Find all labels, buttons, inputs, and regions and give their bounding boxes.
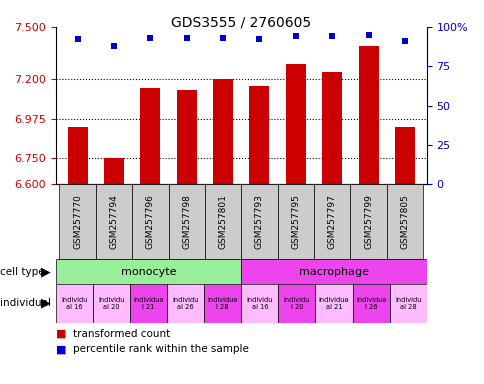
Bar xyxy=(249,86,269,184)
Bar xyxy=(241,284,278,323)
Point xyxy=(364,31,372,38)
Text: GSM257799: GSM257799 xyxy=(363,194,372,249)
Bar xyxy=(132,184,168,259)
Text: GSM257797: GSM257797 xyxy=(327,194,336,249)
Bar xyxy=(321,72,342,184)
Text: transformed count: transformed count xyxy=(73,329,170,339)
Bar xyxy=(130,284,166,323)
Bar xyxy=(95,184,132,259)
Text: individual: individual xyxy=(0,298,51,308)
Point xyxy=(255,36,263,43)
Text: GDS3555 / 2760605: GDS3555 / 2760605 xyxy=(171,15,311,29)
Bar xyxy=(386,184,422,259)
Text: individu
al 20: individu al 20 xyxy=(98,297,124,310)
Bar xyxy=(204,184,241,259)
Bar xyxy=(168,184,204,259)
Bar xyxy=(241,184,277,259)
Text: cell type: cell type xyxy=(0,266,45,277)
Point xyxy=(291,33,299,40)
Text: GSM257796: GSM257796 xyxy=(146,194,154,249)
Text: individua
l 26: individua l 26 xyxy=(355,297,386,310)
Text: individu
al 28: individu al 28 xyxy=(394,297,421,310)
Text: GSM257794: GSM257794 xyxy=(109,194,118,249)
Bar xyxy=(314,184,349,259)
Bar xyxy=(389,284,426,323)
Bar xyxy=(352,284,389,323)
Text: percentile rank within the sample: percentile rank within the sample xyxy=(73,344,248,354)
Bar xyxy=(104,158,124,184)
Bar xyxy=(56,284,93,323)
Text: macrophage: macrophage xyxy=(299,266,368,277)
Bar xyxy=(277,184,314,259)
Point xyxy=(219,35,227,41)
Text: GSM257770: GSM257770 xyxy=(73,194,82,249)
Bar xyxy=(241,259,426,284)
Bar xyxy=(204,284,241,323)
Bar xyxy=(394,127,414,184)
Text: GSM257795: GSM257795 xyxy=(291,194,300,249)
Text: GSM257793: GSM257793 xyxy=(255,194,263,249)
Bar xyxy=(285,64,305,184)
Point xyxy=(110,43,118,49)
Text: ▶: ▶ xyxy=(41,297,51,310)
Point xyxy=(182,35,190,41)
Bar xyxy=(166,284,204,323)
Bar xyxy=(176,90,197,184)
Bar xyxy=(278,284,315,323)
Text: individua
l 21: individua l 21 xyxy=(133,297,164,310)
Text: ■: ■ xyxy=(56,344,66,354)
Text: GSM257805: GSM257805 xyxy=(400,194,408,249)
Text: individu
al 16: individu al 16 xyxy=(246,297,272,310)
Text: GSM257801: GSM257801 xyxy=(218,194,227,249)
Bar xyxy=(212,79,233,184)
Text: individua
l 28: individua l 28 xyxy=(207,297,238,310)
Bar xyxy=(56,259,241,284)
Bar xyxy=(349,184,386,259)
Point xyxy=(74,36,81,43)
Text: ▶: ▶ xyxy=(41,265,51,278)
Point xyxy=(328,33,335,40)
Point xyxy=(400,38,408,44)
Bar xyxy=(315,284,352,323)
Bar xyxy=(59,184,95,259)
Text: individu
l 20: individu l 20 xyxy=(283,297,309,310)
Point xyxy=(146,35,154,41)
Bar xyxy=(67,127,88,184)
Text: individu
al 26: individu al 26 xyxy=(172,297,198,310)
Text: monocyte: monocyte xyxy=(121,266,176,277)
Bar xyxy=(140,88,160,184)
Text: ■: ■ xyxy=(56,329,66,339)
Text: individua
al 21: individua al 21 xyxy=(318,297,348,310)
Text: GSM257798: GSM257798 xyxy=(182,194,191,249)
Bar xyxy=(358,46,378,184)
Text: individu
al 16: individu al 16 xyxy=(61,297,87,310)
Bar xyxy=(93,284,130,323)
